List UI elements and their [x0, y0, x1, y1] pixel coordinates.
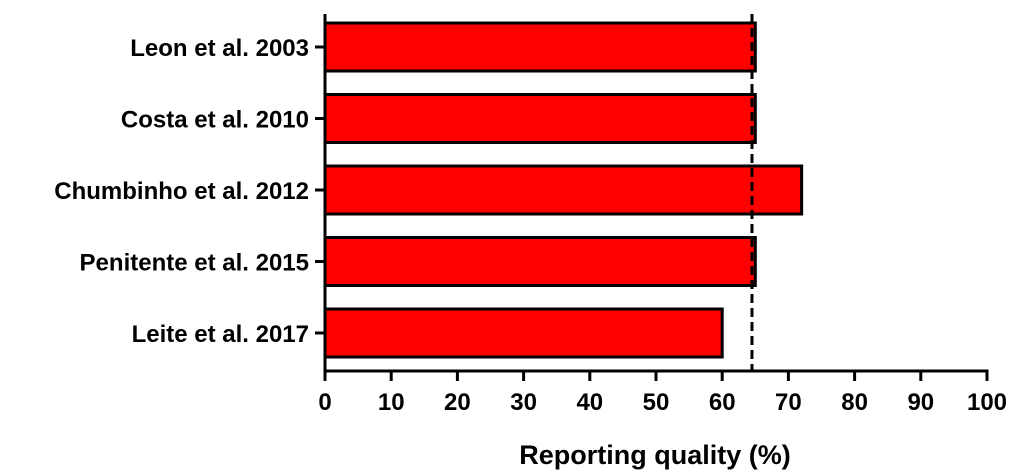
labels-layer: Leon et al. 2003 Costa et al. 2010 Chumbin… — [54, 35, 1007, 416]
axes-layer — [315, 14, 989, 381]
x-tick-label: 60 — [709, 389, 736, 416]
x-tick-label: 90 — [907, 389, 934, 416]
bars-layer — [323, 21, 804, 359]
category-label: Penitente et al. 2015 — [80, 250, 309, 277]
x-tick-label: 0 — [318, 389, 331, 416]
x-tick-label: 50 — [643, 389, 670, 416]
bar — [323, 164, 804, 216]
x-axis-title: Reporting quality (%) — [519, 440, 791, 470]
x-tick-label: 100 — [967, 389, 1007, 416]
category-label: Leon et al. 2003 — [130, 35, 309, 62]
bar — [323, 307, 724, 359]
bar — [323, 236, 757, 287]
category-label: Chumbinho et al. 2012 — [54, 178, 309, 205]
category-label: Costa et al. 2010 — [121, 107, 309, 134]
x-tick-label: 70 — [775, 389, 802, 416]
category-label: Leite et al. 2017 — [132, 321, 309, 348]
x-tick-label: 20 — [444, 389, 471, 416]
x-tick-label: 40 — [576, 389, 603, 416]
x-tick-label: 80 — [841, 389, 868, 416]
x-tick-label: 10 — [378, 389, 405, 416]
bar — [323, 21, 757, 73]
x-tick-label: 30 — [510, 389, 537, 416]
bar — [323, 93, 757, 144]
